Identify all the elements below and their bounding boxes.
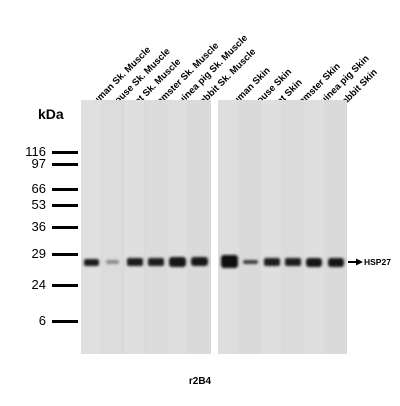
marker-label: 66 — [31, 181, 46, 196]
marker-label: 116 — [25, 144, 46, 159]
marker-tick — [52, 188, 78, 191]
band — [148, 258, 164, 266]
band — [243, 260, 258, 264]
marker-tick — [52, 253, 78, 256]
marker-tick — [52, 320, 78, 323]
marker-tick — [52, 226, 78, 229]
marker-tick — [52, 204, 78, 207]
band — [285, 258, 301, 266]
marker-tick — [52, 284, 78, 287]
band-row — [84, 255, 344, 268]
antibody-label: r2B4 — [188, 376, 212, 387]
target-protein-label: HSP27 — [364, 257, 391, 267]
band — [221, 255, 238, 268]
marker-label: 36 — [31, 219, 46, 234]
band — [106, 260, 119, 264]
membrane-panel-skin — [218, 100, 347, 354]
marker-label: 97 — [31, 156, 46, 171]
band — [191, 257, 208, 266]
marker-label: 6 — [38, 313, 46, 328]
membrane-panel-muscle — [81, 100, 211, 354]
band — [264, 258, 280, 266]
marker-label: 53 — [31, 197, 46, 212]
band — [127, 258, 143, 266]
band — [306, 258, 322, 267]
marker-tick — [52, 151, 78, 154]
marker-tick — [52, 163, 78, 166]
marker-label: 29 — [31, 246, 46, 261]
hsp27-arrow — [348, 258, 363, 266]
band — [328, 258, 344, 267]
kda-label: kDa — [38, 106, 64, 122]
band — [84, 259, 99, 266]
band — [169, 257, 186, 267]
marker-label: 24 — [31, 277, 46, 292]
